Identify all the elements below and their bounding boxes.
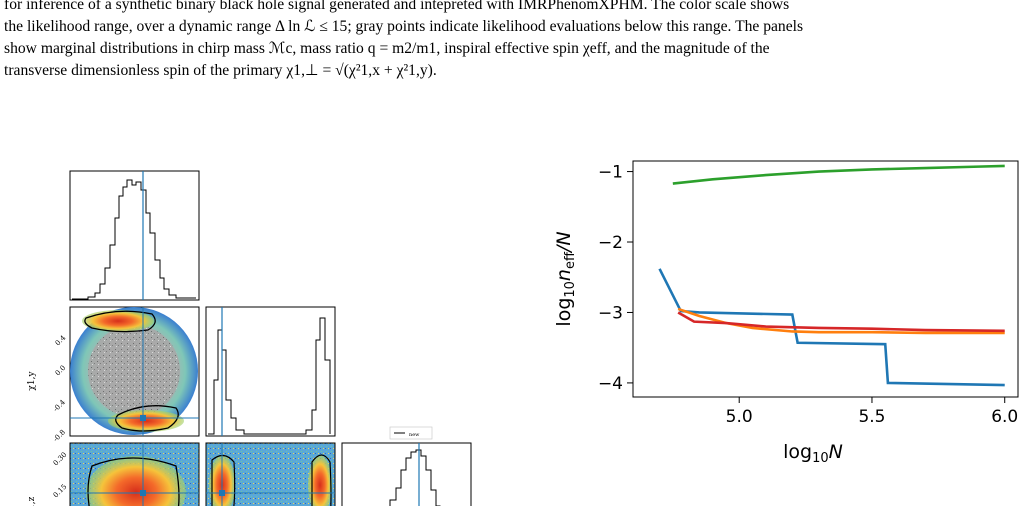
figure-caption: for inference of a synthetic binary blac… xyxy=(4,0,1022,82)
marginal-hist-r1c2 xyxy=(205,306,336,437)
caption-line-1: for inference of a synthetic binary blac… xyxy=(4,0,790,13)
marginal-hist-r2c3 xyxy=(341,442,472,506)
y-tick-label: −4 xyxy=(598,374,623,394)
legend-label: new xyxy=(409,432,420,438)
x-ticks: 5.0 5.5 6.0 xyxy=(726,397,1018,427)
scatter-panel-r2c1 xyxy=(69,442,200,506)
y-tick-label: −1 xyxy=(598,163,623,183)
series-line-1 xyxy=(672,164,1005,185)
caption-line-4: transverse dimensionless spin of the pri… xyxy=(4,62,437,79)
series-line-3 xyxy=(677,307,1005,335)
scatter-panel-r2c2 xyxy=(205,442,336,506)
ylabel-row2: χ1,z xyxy=(27,496,37,506)
legend: new xyxy=(389,426,433,440)
corner-plot: χ1,y 0.4 0.0 -0.4 -0.8 χ1,z 0.30 0.15 xyxy=(27,170,472,506)
marginal-hist-top xyxy=(69,170,200,301)
y-axis-label: log10neff/N xyxy=(553,231,578,326)
x-tick-label: 5.0 xyxy=(726,407,753,427)
x-tick-label: 6.0 xyxy=(991,407,1018,427)
series-line-4 xyxy=(677,311,1005,333)
x-axis-label: log10N xyxy=(783,441,843,466)
caption-line-3: show marginal distributions in chirp mas… xyxy=(4,40,770,57)
scatter-panel-r1c1 xyxy=(69,306,200,437)
plot-frame xyxy=(632,160,1019,398)
caption-line-2: the likelihood range, over a dynamic ran… xyxy=(4,18,804,35)
y-ticks: −1 −2 −3 −4 xyxy=(598,163,633,394)
ylabel-row1: χ1,y xyxy=(27,371,37,391)
y-tick-label: −2 xyxy=(598,233,623,253)
y-tick-label: −3 xyxy=(598,303,623,323)
x-tick-label: 5.5 xyxy=(858,407,885,427)
series-layer xyxy=(658,164,1005,387)
